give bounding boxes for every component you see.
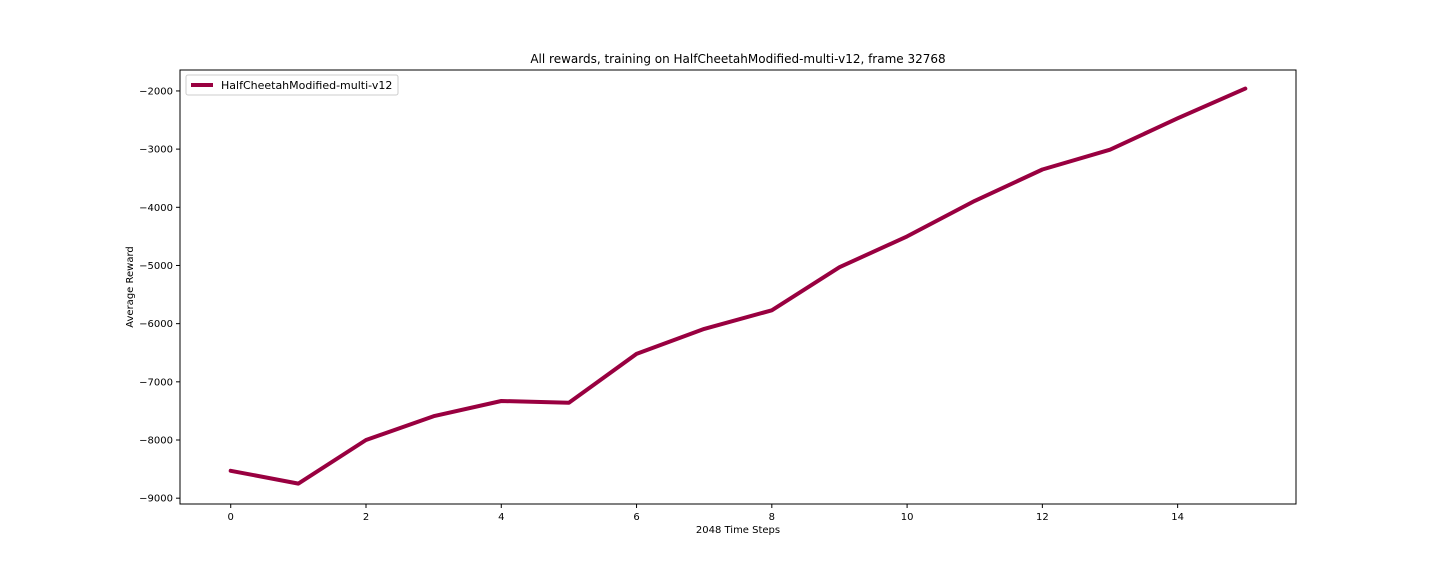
y-tick-label: −3000	[139, 145, 173, 156]
y-tick-label: −8000	[139, 436, 173, 447]
y-tick-label: −7000	[139, 377, 173, 388]
legend: HalfCheetahModified-multi-v12	[185, 74, 399, 96]
y-axis-label: Average Reward	[125, 246, 136, 327]
x-tick-label: 12	[1036, 512, 1049, 523]
x-tick-label: 6	[633, 512, 639, 523]
axes-frame	[179, 69, 1297, 505]
x-tick-label: 8	[769, 512, 775, 523]
y-tick-label: −2000	[139, 86, 173, 97]
y-tick-label: −9000	[139, 494, 173, 505]
series-line	[228, 86, 1248, 486]
x-tick-label: 0	[228, 512, 234, 523]
x-tick-label: 2	[363, 512, 369, 523]
x-axis-label: 2048 Time Steps	[696, 525, 780, 536]
x-tick-label: 14	[1171, 512, 1184, 523]
axis-ticks: 0 2 4 6 8 10 12 14 −9000 −8000 −7000 −6000 −5000 −400…	[139, 86, 1184, 523]
y-tick-label: −5000	[139, 261, 173, 272]
legend-box	[185, 74, 399, 96]
y-tick-label: −4000	[139, 203, 173, 214]
series-layer	[228, 86, 1248, 486]
x-tick-label: 10	[901, 512, 914, 523]
legend-label: HalfCheetahModified-multi-v12	[221, 79, 392, 92]
y-tick-label: −6000	[139, 319, 173, 330]
chart-title: All rewards, training on HalfCheetahModi…	[530, 52, 945, 66]
x-tick-label: 4	[498, 512, 504, 523]
